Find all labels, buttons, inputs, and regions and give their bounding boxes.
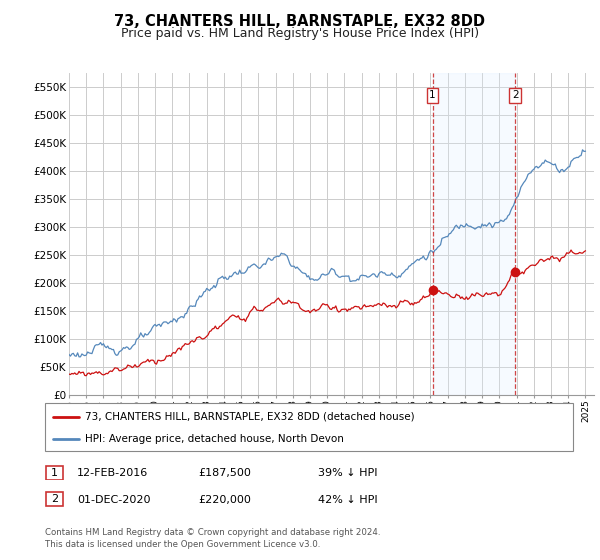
Text: 42% ↓ HPI: 42% ↓ HPI <box>318 494 377 505</box>
Text: Price paid vs. HM Land Registry's House Price Index (HPI): Price paid vs. HM Land Registry's House … <box>121 27 479 40</box>
Text: £220,000: £220,000 <box>198 494 251 505</box>
Text: 12-FEB-2016: 12-FEB-2016 <box>77 468 148 478</box>
Text: 39% ↓ HPI: 39% ↓ HPI <box>318 468 377 478</box>
Text: 2: 2 <box>512 90 518 100</box>
Text: 73, CHANTERS HILL, BARNSTAPLE, EX32 8DD (detached house): 73, CHANTERS HILL, BARNSTAPLE, EX32 8DD … <box>85 412 414 422</box>
Text: £187,500: £187,500 <box>198 468 251 478</box>
Text: HPI: Average price, detached house, North Devon: HPI: Average price, detached house, Nort… <box>85 434 343 444</box>
Text: Contains HM Land Registry data © Crown copyright and database right 2024.
This d: Contains HM Land Registry data © Crown c… <box>45 528 380 549</box>
Text: 1: 1 <box>51 468 58 478</box>
Text: 2: 2 <box>51 494 58 504</box>
Text: 01-DEC-2020: 01-DEC-2020 <box>77 494 151 505</box>
Text: 1: 1 <box>429 90 436 100</box>
Text: 73, CHANTERS HILL, BARNSTAPLE, EX32 8DD: 73, CHANTERS HILL, BARNSTAPLE, EX32 8DD <box>115 14 485 29</box>
Bar <box>433 73 515 395</box>
